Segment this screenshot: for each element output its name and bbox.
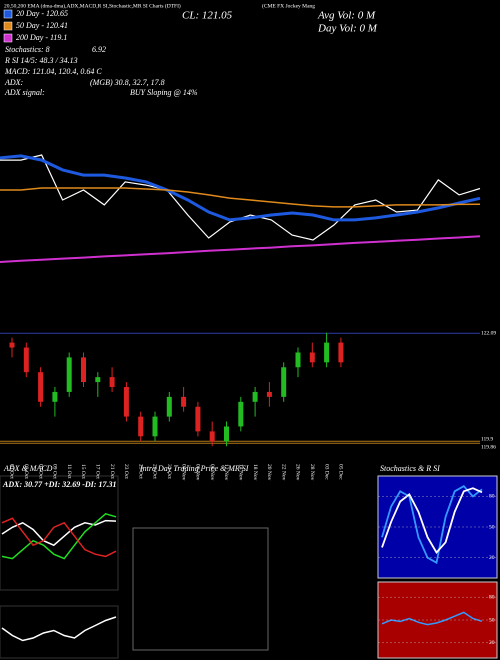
- candle-body: [81, 357, 86, 383]
- series-line: [381, 611, 483, 626]
- adx-signal: ADX signal:: [4, 88, 45, 97]
- series-line: [1, 512, 117, 560]
- date-label: 21 Oct: [109, 464, 115, 479]
- date-label: 23 Oct: [123, 464, 129, 479]
- date-label: 26 Nov: [295, 464, 301, 481]
- series-line: [0, 187, 481, 208]
- company: (CME FX Jockey Mang: [262, 2, 315, 9]
- rsi-readout: R SI 14/5: 48.3 / 34.13: [4, 56, 78, 65]
- adx-readout: ADX: 30.77 +DI: 32.69 -DI: 17.31: [2, 480, 116, 489]
- date-label: 25 Oct: [137, 464, 143, 479]
- series-line: [381, 487, 483, 555]
- candle-body: [95, 377, 101, 383]
- intraday-panel: [132, 527, 269, 651]
- candle-body: [252, 391, 258, 402]
- legend-swatch: [3, 21, 13, 31]
- y-tick-label: 50: [489, 524, 495, 530]
- macd-panel: [0, 605, 119, 659]
- candle-body: [52, 391, 58, 402]
- candle-body: [9, 342, 15, 348]
- candle-body: [123, 387, 129, 417]
- candle-body: [238, 401, 244, 427]
- date-label: 14 Nov: [238, 464, 244, 481]
- date-label: 18 Nov: [252, 464, 258, 481]
- candle-body: [295, 352, 301, 368]
- candle-body: [209, 431, 215, 442]
- date-label: 22 Nov: [280, 464, 286, 481]
- date-label: 28 Nov: [309, 464, 315, 481]
- date-label: 11 Oct: [66, 464, 72, 479]
- avg-vol: Avg Vol: 0 M: [317, 10, 376, 22]
- series-line: [0, 154, 481, 222]
- level-label: 119.9: [481, 437, 493, 443]
- adx-signal: BUY Sloping @ 14%: [130, 88, 198, 97]
- chart-title: 20,50,200 EMA (dma-dma),ADX,MACD,R SI,St…: [4, 2, 181, 9]
- candle-body: [109, 377, 115, 387]
- legend-swatch: [3, 33, 13, 43]
- series-line: [1, 616, 117, 642]
- y-tick-label: 50: [489, 617, 495, 623]
- candle-body: [338, 342, 344, 363]
- date-label: 29 Oct: [152, 464, 158, 479]
- date-label: 15 Oct: [80, 464, 86, 479]
- series-line: [381, 485, 483, 565]
- date-label: 20 Nov: [266, 464, 272, 481]
- panel-title: Stochastics & R SI: [380, 464, 440, 473]
- date-label: 08 Nov: [209, 464, 215, 481]
- candle-body: [38, 372, 44, 402]
- adx-panel: [0, 475, 119, 591]
- adx-readout: ADX:: [4, 78, 24, 87]
- series-line: [1, 519, 117, 547]
- level-label: 119.86: [481, 445, 496, 451]
- date-label: 12 Nov: [223, 464, 229, 481]
- y-tick-label: 80: [489, 594, 495, 600]
- date-label: 17 Oct: [95, 464, 101, 479]
- date-label: 01 Oct: [9, 464, 15, 479]
- legend-swatch: [3, 9, 13, 19]
- candle-body: [181, 396, 187, 407]
- series-line: [1, 517, 117, 558]
- date-label: 03 Oct: [23, 464, 29, 479]
- candle-body: [66, 357, 72, 392]
- legend-entry: 20 Day - 120.65: [16, 9, 68, 18]
- candle-body: [23, 347, 29, 373]
- y-tick-label: 20: [489, 555, 495, 561]
- legend-entry: 200 Day - 119.1: [16, 33, 67, 42]
- series-line: [0, 235, 481, 263]
- date-label: 05 Dec: [338, 464, 344, 480]
- y-tick-label: 80: [489, 494, 495, 500]
- candle-body: [195, 406, 201, 432]
- date-label: 09 Oct: [52, 464, 58, 479]
- date-label: 03 Dec: [323, 464, 329, 480]
- day-vol: Day Vol: 0 M: [317, 23, 378, 35]
- candle-body: [152, 416, 158, 437]
- date-label: 04 Nov: [180, 464, 186, 481]
- candle-body: [166, 396, 172, 417]
- macd-readout: MACD: 121.04, 120.4, 0.64 C: [4, 67, 102, 76]
- candle-body: [224, 426, 229, 442]
- panel-title: Intra Day Trading Price & MR SI: [139, 464, 249, 473]
- panel-title: ADX & MACD: [3, 464, 53, 473]
- candle-body: [266, 391, 272, 397]
- candle-body: [281, 367, 287, 397]
- level-label: 122.09: [481, 330, 496, 336]
- date-label: 07 Oct: [37, 464, 43, 479]
- y-tick-label: 20: [489, 640, 495, 646]
- candle-body: [324, 342, 330, 363]
- legend-entry: 50 Day - 120.41: [16, 21, 68, 30]
- stoch-readout: 6.92: [92, 45, 106, 54]
- date-label: 06 Nov: [195, 464, 201, 481]
- candle-body: [138, 416, 144, 437]
- adx-readout: (MGB) 30.8, 32.7, 17.8: [90, 78, 165, 87]
- date-label: 31 Oct: [166, 464, 172, 479]
- close-price: CL: 121.05: [182, 10, 233, 22]
- stoch-readout: Stochastics: 8: [5, 45, 50, 54]
- candle-body: [309, 352, 315, 363]
